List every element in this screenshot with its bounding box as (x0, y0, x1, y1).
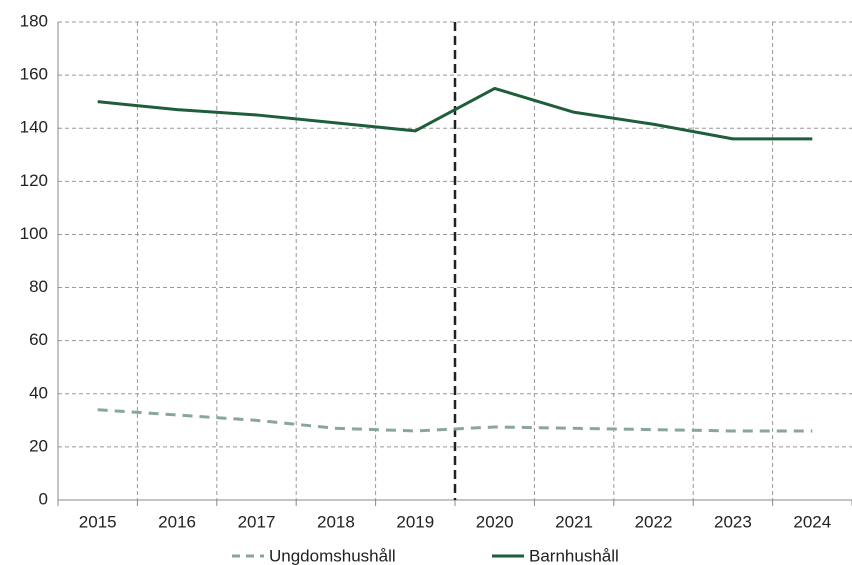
x-tick-label: 2017 (238, 512, 276, 531)
y-tick-label: 180 (20, 11, 48, 30)
legend-label: Barnhushåll (529, 546, 619, 565)
x-tick-label: 2021 (555, 512, 593, 531)
x-tick-label: 2024 (793, 512, 831, 531)
x-tick-label: 2018 (317, 512, 355, 531)
y-tick-label: 140 (20, 118, 48, 137)
y-tick-label: 20 (29, 436, 48, 455)
x-tick-label: 2019 (396, 512, 434, 531)
x-tick-label: 2022 (635, 512, 673, 531)
y-tick-label: 100 (20, 224, 48, 243)
series-line (97, 408, 813, 433)
y-tick-label: 80 (29, 277, 48, 296)
x-tick-label: 2020 (476, 512, 514, 531)
legend-label: Ungdomshushåll (269, 546, 396, 565)
y-tick-label: 60 (29, 330, 48, 349)
series-line (97, 86, 813, 141)
y-tick-label: 160 (20, 65, 48, 84)
y-tick-label: 40 (29, 383, 48, 402)
x-tick-label: 2015 (79, 512, 117, 531)
y-tick-label: 120 (20, 171, 48, 190)
x-tick-label: 2016 (158, 512, 196, 531)
y-tick-label: 0 (39, 489, 48, 508)
x-tick-label: 2023 (714, 512, 752, 531)
